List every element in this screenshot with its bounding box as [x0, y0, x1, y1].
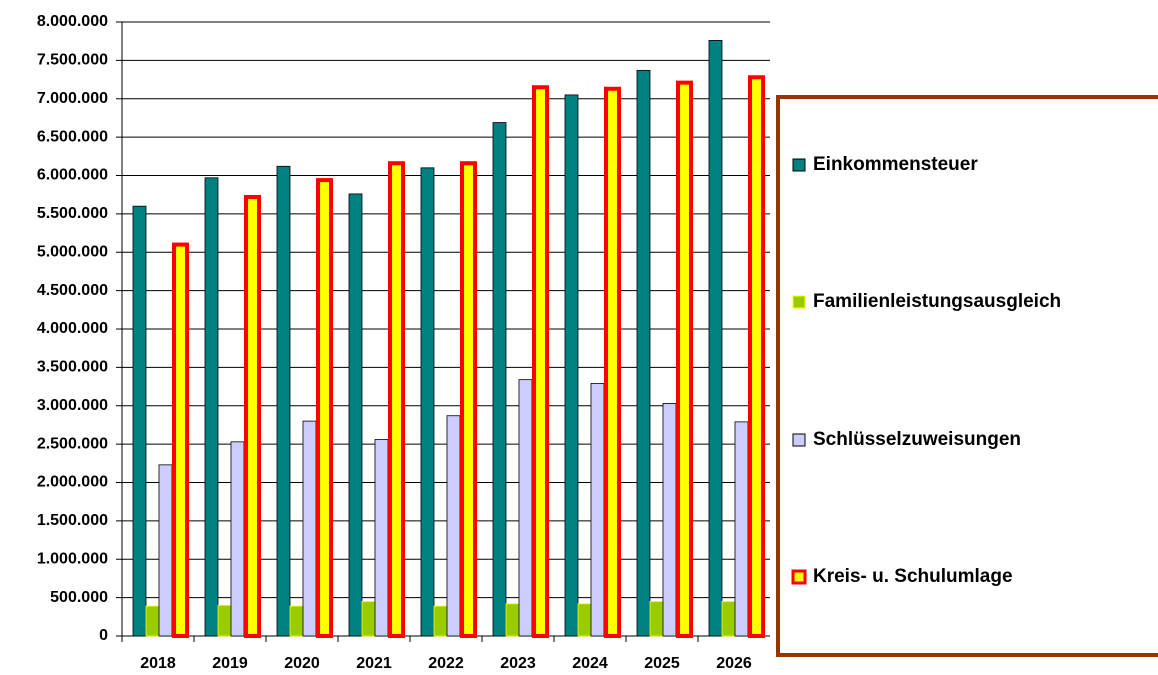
y-tick-label: 5.000.000 — [37, 243, 108, 260]
bar — [734, 421, 749, 637]
x-tick-label: 2023 — [500, 655, 536, 672]
bar — [172, 242, 189, 638]
y-tick-label: 8.000.000 — [37, 13, 108, 30]
bar — [604, 86, 621, 638]
y-tick-label: 7.000.000 — [37, 90, 108, 107]
x-tick-label: 2021 — [356, 655, 392, 672]
bar — [276, 165, 291, 637]
bar — [158, 464, 173, 637]
bar — [230, 441, 245, 637]
bar — [577, 603, 592, 637]
y-tick-label: 2.000.000 — [37, 474, 108, 491]
y-tick-label: 2.500.000 — [37, 435, 108, 452]
legend-swatch — [791, 569, 807, 585]
legend-swatch — [792, 433, 806, 447]
bar — [676, 80, 693, 638]
bar — [446, 415, 461, 637]
y-tick-label: 7.500.000 — [37, 52, 108, 69]
legend-swatch — [792, 295, 806, 309]
y-tick-label: 1.500.000 — [37, 512, 108, 529]
bar — [361, 601, 376, 637]
bar — [244, 194, 261, 639]
bar — [289, 605, 304, 637]
bar — [518, 379, 533, 637]
bar — [420, 167, 435, 637]
bar — [590, 383, 605, 637]
legend-box — [776, 95, 1158, 657]
bar — [217, 604, 232, 637]
x-tick-label: 2018 — [140, 655, 176, 672]
bar — [348, 193, 363, 637]
y-tick-label: 3.500.000 — [37, 359, 108, 376]
bar — [388, 161, 405, 638]
legend-label: Kreis- u. Schulumlage — [813, 566, 1013, 587]
y-tick-label: 3.000.000 — [37, 397, 108, 414]
bar — [374, 439, 389, 637]
bar — [145, 605, 160, 637]
y-tick-label: 0 — [99, 627, 108, 644]
x-tick-label: 2025 — [644, 655, 680, 672]
legend-label: Einkommensteuer — [813, 154, 978, 175]
legend-label: Schlüsselzuweisungen — [813, 429, 1021, 450]
bar — [662, 403, 677, 637]
bar — [564, 94, 579, 637]
bar — [132, 205, 147, 637]
legend-swatch — [792, 158, 806, 172]
y-tick-label: 6.000.000 — [37, 167, 108, 184]
bar — [433, 605, 448, 637]
x-tick-label: 2026 — [716, 655, 752, 672]
bar — [532, 85, 549, 639]
legend-label: Familienleistungsausgleich — [813, 291, 1061, 312]
y-tick-label: 500.000 — [50, 589, 108, 606]
y-tick-label: 5.500.000 — [37, 205, 108, 222]
x-tick-label: 2024 — [572, 655, 608, 672]
bar — [492, 122, 507, 637]
bar — [505, 603, 520, 637]
bar — [316, 178, 333, 638]
y-tick-label: 6.500.000 — [37, 128, 108, 145]
x-tick-label: 2022 — [428, 655, 464, 672]
y-tick-label: 4.000.000 — [37, 320, 108, 337]
bar — [636, 69, 651, 637]
y-tick-label: 4.500.000 — [37, 282, 108, 299]
bar — [302, 420, 317, 637]
bar — [748, 75, 765, 638]
bar — [649, 601, 664, 637]
x-tick-label: 2020 — [284, 655, 320, 672]
bar — [460, 161, 477, 638]
y-tick-label: 1.000.000 — [37, 550, 108, 567]
bar — [204, 177, 219, 637]
bar — [708, 40, 723, 637]
bar — [721, 601, 736, 637]
x-tick-label: 2019 — [212, 655, 248, 672]
